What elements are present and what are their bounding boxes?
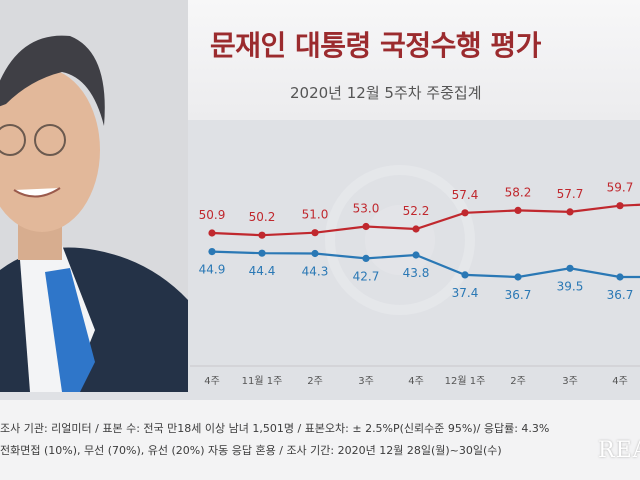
chart-title: 문재인 대통령 국정수행 평가 (210, 29, 541, 62)
approve-label-8: 59.7 (607, 181, 634, 195)
approve-label-7: 57.7 (557, 187, 584, 201)
approve-point-7 (566, 208, 574, 216)
disapprove-label-5: 37.4 (452, 286, 479, 300)
disapprove-point-6 (514, 273, 522, 281)
approve-point-5 (461, 209, 469, 217)
x-tick-label-2: 2주 (307, 376, 323, 387)
disapprove-label-8: 36.7 (607, 288, 634, 302)
approve-point-8 (616, 202, 624, 210)
decorative-emblem (325, 165, 475, 315)
x-tick-label-1: 11월 1주 (242, 375, 283, 387)
approve-point-0 (208, 229, 216, 237)
disapprove-point-4 (412, 251, 420, 259)
x-tick-label-6: 2주 (510, 376, 526, 387)
approve-point-3 (362, 222, 370, 231)
chart-subtitle: 2020년 12월 5주차 주중집계 (290, 84, 482, 102)
portrait-illustration (0, 0, 188, 392)
disapprove-label-1: 44.4 (249, 264, 276, 278)
brand-watermark: REA (598, 438, 640, 463)
approve-label-4: 52.2 (403, 204, 430, 218)
president-photo (0, 0, 188, 392)
disapprove-label-0: 44.9 (199, 263, 226, 277)
approve-point-6 (514, 206, 522, 214)
footer-panel (0, 400, 640, 480)
disapprove-label-3: 42.7 (353, 269, 380, 283)
disapprove-label-4: 43.8 (403, 266, 430, 280)
x-tick-label-8: 4주 (612, 376, 628, 387)
disapprove-point-8 (616, 273, 624, 281)
disapprove-label-2: 44.3 (302, 265, 329, 279)
disapprove-point-5 (461, 271, 469, 279)
x-tick-label-4: 4주 (408, 376, 424, 387)
approve-label-3: 53.0 (353, 202, 380, 216)
approve-label-1: 50.2 (249, 210, 276, 224)
approve-point-1 (258, 231, 266, 239)
disapprove-label-6: 36.7 (505, 288, 532, 302)
approve-series-line (211, 203, 640, 237)
x-tick-label-5: 12월 1주 (445, 375, 486, 387)
footer-method-info: 전화면접 (10%), 무선 (70%), 유선 (20%) 자동 응답 혼용 … (0, 444, 502, 457)
disapprove-series-line (211, 250, 640, 279)
footer-survey-info: 조사 기관: 리얼미터 / 표본 수: 전국 만18세 이상 남녀 1,501명… (0, 422, 550, 435)
x-tick-label-3: 3주 (358, 376, 374, 387)
approve-label-6: 58.2 (505, 185, 532, 199)
disapprove-point-1 (258, 249, 266, 257)
disapprove-point-2 (311, 249, 319, 258)
disapprove-point-3 (362, 254, 370, 262)
approve-label-0: 50.9 (199, 208, 226, 222)
disapprove-label-7: 39.5 (557, 279, 584, 293)
x-tick-label-0: 4주 (204, 376, 220, 387)
approve-point-2 (311, 229, 319, 237)
approve-label-2: 51.0 (302, 208, 329, 222)
x-tick-label-7: 3주 (562, 376, 578, 387)
approve-point-4 (412, 225, 420, 233)
approve-label-5: 57.4 (452, 188, 479, 202)
disapprove-point-7 (566, 264, 574, 272)
disapprove-point-0 (208, 248, 216, 256)
